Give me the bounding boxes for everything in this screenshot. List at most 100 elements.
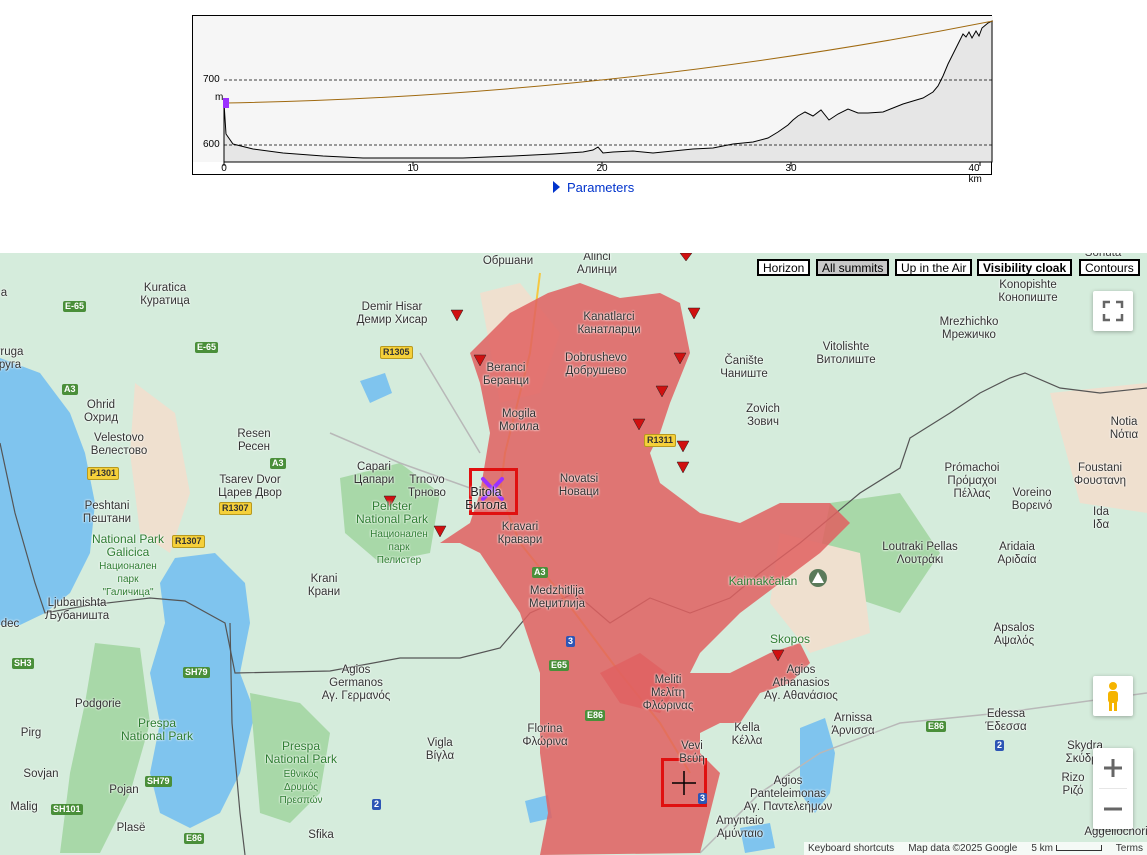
road-shield: A3 [270, 458, 286, 469]
summit-marker[interactable] [687, 307, 701, 320]
keyboard-shortcuts-link[interactable]: Keyboard shortcuts [808, 843, 895, 854]
x-tick-label: 0 [221, 163, 227, 174]
zoom-divider [1099, 788, 1127, 789]
place-label: rrugaруга [0, 346, 24, 371]
lake-petron [740, 823, 775, 853]
place-label: Vevi Βεύη [679, 740, 705, 765]
park-label: Национален парк Пелистер [370, 529, 428, 566]
scale-line [1055, 845, 1102, 852]
road-shield: R1305 [380, 346, 413, 359]
summit-marker[interactable] [450, 309, 464, 322]
crosshair-icon[interactable] [672, 771, 696, 795]
summit-marker[interactable] [655, 385, 669, 398]
park-label: Национален парк "Галичица" [99, 561, 157, 598]
place-label: Ida Ιδα [1092, 506, 1110, 531]
road-shield: SH79 [183, 667, 210, 678]
place-label: Beranci Беранци [482, 362, 530, 387]
lake-small [360, 373, 392, 403]
zoom-in-button[interactable] [1093, 748, 1133, 788]
zoom-out-button[interactable] [1093, 789, 1133, 829]
road-shield: R1307 [219, 502, 252, 515]
place-label: Capari Цапари [353, 461, 395, 486]
place-label: Agios Germanos Αγ. Γερμανός [321, 664, 391, 702]
place-label: Kravari Кравари [497, 521, 543, 546]
place-label: Foustani Φουστανη [1073, 462, 1127, 487]
place-label: Apsalos Αψαλός [993, 622, 1035, 647]
parameters-label: Parameters [567, 180, 635, 195]
place-label: Novatsi Новaци [558, 473, 600, 498]
road-shield: E-65 [63, 301, 87, 312]
place-label: Dobrushevo Добрушево [564, 352, 628, 377]
park-label: Εθνικός Δρυμός Πρεσπών [279, 769, 323, 806]
expand-triangle-icon [553, 181, 560, 193]
place-label: Loutraki Pellas Λουτράκι [882, 541, 958, 566]
road-shield: 3 [566, 636, 576, 647]
contours-button[interactable]: Contours [1079, 259, 1140, 276]
fullscreen-icon [1102, 300, 1124, 322]
place-label: Prómachoi Πρόμαχοι Πέλλας [944, 462, 1000, 500]
x-tick-label: 40 km [968, 163, 982, 185]
plus-icon [1104, 759, 1122, 777]
map-view[interactable]: Обршани Alinci Алинци Kuratica Куратица De… [0, 253, 1147, 855]
place-label: Pirg [20, 727, 42, 739]
peak-triangle-icon [812, 572, 824, 583]
park-area [250, 693, 330, 823]
place-label: Zovich Зович [746, 403, 780, 428]
target-box[interactable] [661, 758, 707, 807]
park-label: Prespa National Park [264, 739, 338, 766]
road [699, 692, 1147, 854]
place-label: Edessa Έδεσσα [985, 708, 1027, 733]
horizon-button[interactable]: Horizon [757, 259, 811, 276]
up-in-air-button[interactable]: Up in the Air [895, 259, 973, 276]
summit-marker[interactable] [473, 354, 487, 367]
place-label: Velestovo Велестово [90, 432, 148, 457]
map-attribution: Keyboard shortcuts Map data ©2025 Google… [804, 842, 1147, 855]
observer-icon[interactable] [481, 477, 504, 501]
elevation-profile: 700 600 m 0 10 20 30 40 km [192, 15, 993, 185]
place-label: Vigla Βίγλα [425, 737, 455, 762]
street-view-button[interactable] [1093, 676, 1133, 716]
road-shield: R1311 [644, 434, 677, 447]
observer-marker[interactable] [223, 98, 229, 108]
summit-marker[interactable] [676, 440, 690, 453]
place-label: dec [0, 618, 20, 630]
parameters-toggle[interactable]: Parameters [553, 180, 634, 195]
park-label: National Park Galicica [91, 532, 165, 559]
lake-ohrid [0, 358, 95, 625]
place-label: Notia Nότια [1109, 416, 1139, 441]
pegman-icon [1108, 682, 1118, 711]
place-label: Ljubanishta Љубаништа [44, 597, 110, 622]
park-area [340, 463, 440, 563]
x-tick-label: 20 [596, 163, 608, 174]
summit-marker[interactable] [676, 461, 690, 474]
summit-marker[interactable] [771, 649, 785, 662]
zoom-control [1093, 748, 1133, 829]
place-label: Aridaia Αριδαία [997, 541, 1037, 566]
summit-marker[interactable] [433, 525, 447, 538]
terms-link[interactable]: Terms [1115, 843, 1143, 854]
summit-markers[interactable] [383, 253, 785, 662]
road-shield: A3 [62, 384, 78, 395]
visibility-cloak-button[interactable]: Visibility cloak [977, 259, 1073, 276]
place-label: Čanište Чаниште [720, 355, 768, 380]
park-label: Prespa National Park [120, 716, 194, 743]
lake-prespa [150, 553, 255, 828]
summit-marker[interactable] [673, 352, 687, 365]
observer-box[interactable] [469, 468, 518, 515]
place-label: Kaimakčalan [728, 574, 798, 588]
summit-marker[interactable] [383, 495, 397, 508]
place-label: Plasë [116, 822, 146, 834]
road-shield: R1307 [172, 535, 205, 548]
summit-marker[interactable] [632, 418, 646, 431]
fullscreen-button[interactable] [1093, 291, 1133, 331]
road [419, 352, 481, 454]
place-label: Amyntaio Αμύνταιο [716, 815, 764, 840]
scale-bar[interactable]: 5 km [1031, 843, 1102, 854]
x-tick-label: 10 [407, 163, 419, 174]
summit-marker[interactable] [679, 253, 693, 262]
map-data-credit: Map data ©2025 Google [908, 843, 1018, 854]
all-summits-button[interactable]: All summits [816, 259, 890, 276]
road-shield: E86 [585, 710, 606, 721]
road-shield: E65 [549, 660, 570, 671]
place-label: Konopishte Конопиште [998, 279, 1058, 304]
